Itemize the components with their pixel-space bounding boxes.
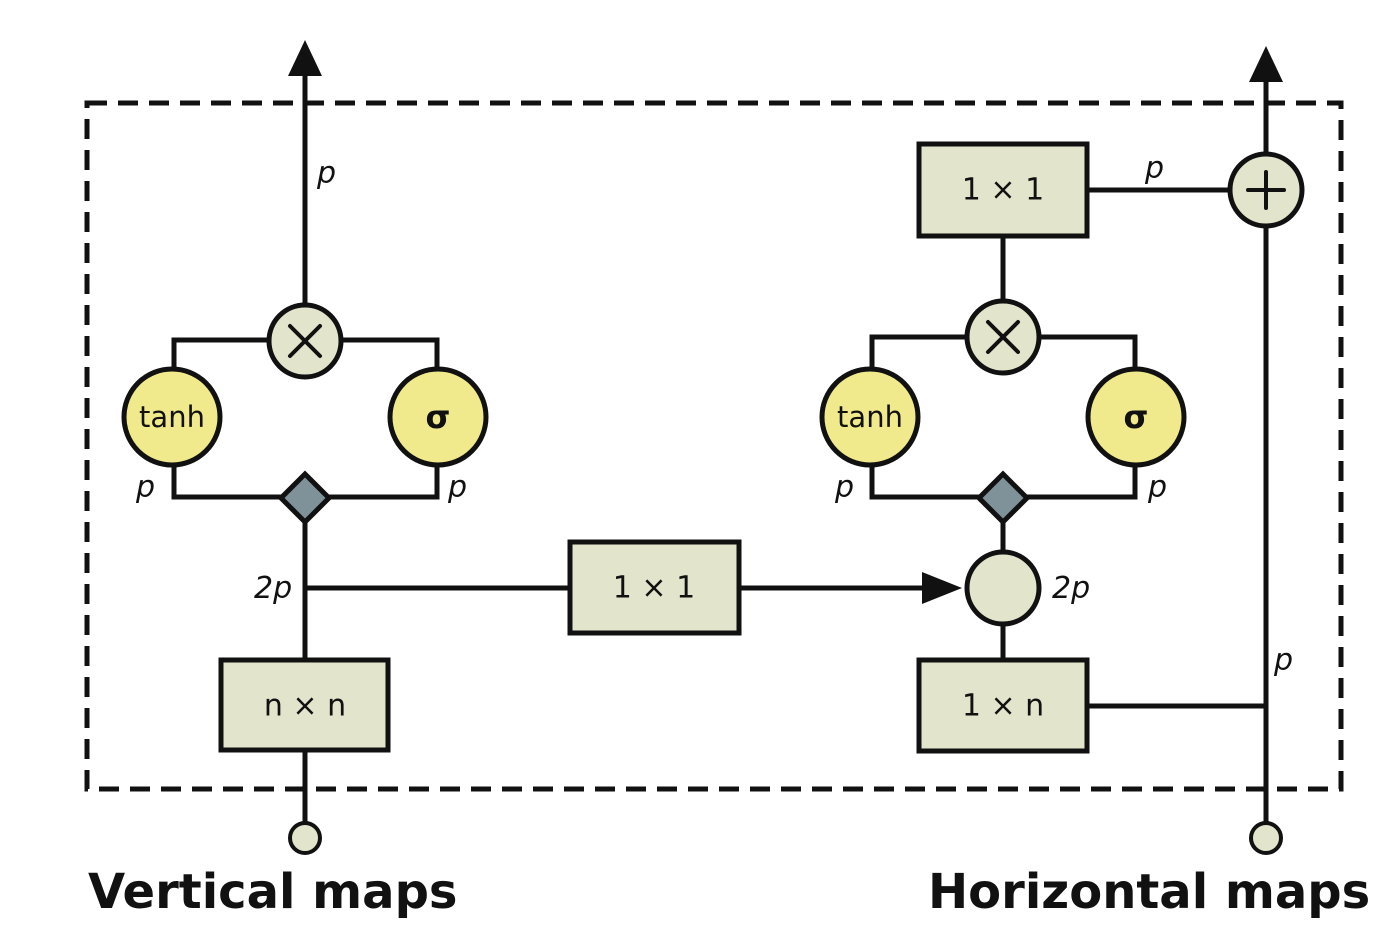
horizontal-split-gate	[975, 470, 1031, 526]
horizontal-output-conv-label: 1 × 1	[962, 173, 1044, 208]
vertical-output-dim-label: p	[316, 156, 336, 191]
vertical-stack: n × n tanh σ p p p 2p Vertical maps	[88, 40, 489, 920]
link-conv-label: 1 × 1	[613, 571, 695, 606]
vertical-tanh-to-product-line	[171, 337, 270, 368]
horizontal-input-conv-box	[916, 657, 1090, 754]
vertical-sigma-label: σ	[426, 398, 451, 436]
horizontal-tanh-label: tanh	[837, 400, 903, 434]
vertical-split-dim-label: 2p	[254, 571, 292, 606]
link-conv-box	[567, 539, 742, 636]
horizontal-tanh-to-product-line	[869, 334, 968, 368]
vertical-conv-label: n × n	[264, 689, 346, 724]
horizontal-sum-dim-label: 2p	[1052, 571, 1090, 606]
horizontal-conv-out-dim-label: p	[1144, 151, 1164, 186]
vertical-output-arrowhead	[288, 40, 322, 76]
horizontal-stack: 1 × n tanh σ 1 × 1 p p p 2p p	[819, 46, 1370, 920]
horizontal-sum-node	[964, 549, 1042, 627]
vertical-conv-box	[218, 657, 391, 753]
vertical-tanh-dim-label: p	[135, 470, 155, 505]
horizontal-tanh-node	[819, 366, 921, 468]
horizontal-maps-title: Horizontal maps	[928, 864, 1370, 920]
vertical-tanh-label: tanh	[139, 400, 205, 434]
horizontal-residual-dim-label: p	[1273, 643, 1293, 678]
horizontal-output-arrowhead	[1249, 46, 1283, 82]
horizontal-sigma-label: σ	[1124, 398, 1149, 436]
vertical-tanh-node	[121, 366, 223, 468]
horizontal-multiply-icon	[986, 320, 1020, 354]
vertical-maps-title: Vertical maps	[88, 864, 458, 920]
vertical-input-terminal	[288, 821, 322, 855]
vertical-multiply-icon	[288, 324, 322, 358]
horizontal-sigma-node	[1085, 366, 1187, 468]
block-border	[84, 100, 1344, 792]
vertical-sigma-dim-label: p	[447, 470, 467, 505]
horizontal-output-conv-box	[916, 141, 1090, 239]
vertical-sigma-to-product-line	[340, 337, 440, 368]
horizontal-add-icon	[1246, 170, 1286, 210]
vertical-to-horizontal-link: 1 × 1	[305, 539, 962, 636]
horizontal-input-conv-label: 1 × n	[962, 689, 1044, 724]
vertical-sigma-node	[387, 366, 489, 468]
vertical-split-gate	[277, 470, 333, 526]
horizontal-sigma-dim-label: p	[1147, 470, 1167, 505]
horizontal-tanh-dim-label: p	[834, 470, 854, 505]
link-arrowhead	[922, 572, 962, 604]
horizontal-input-terminal	[1249, 821, 1283, 855]
horizontal-sigma-to-product-line	[1039, 334, 1138, 368]
